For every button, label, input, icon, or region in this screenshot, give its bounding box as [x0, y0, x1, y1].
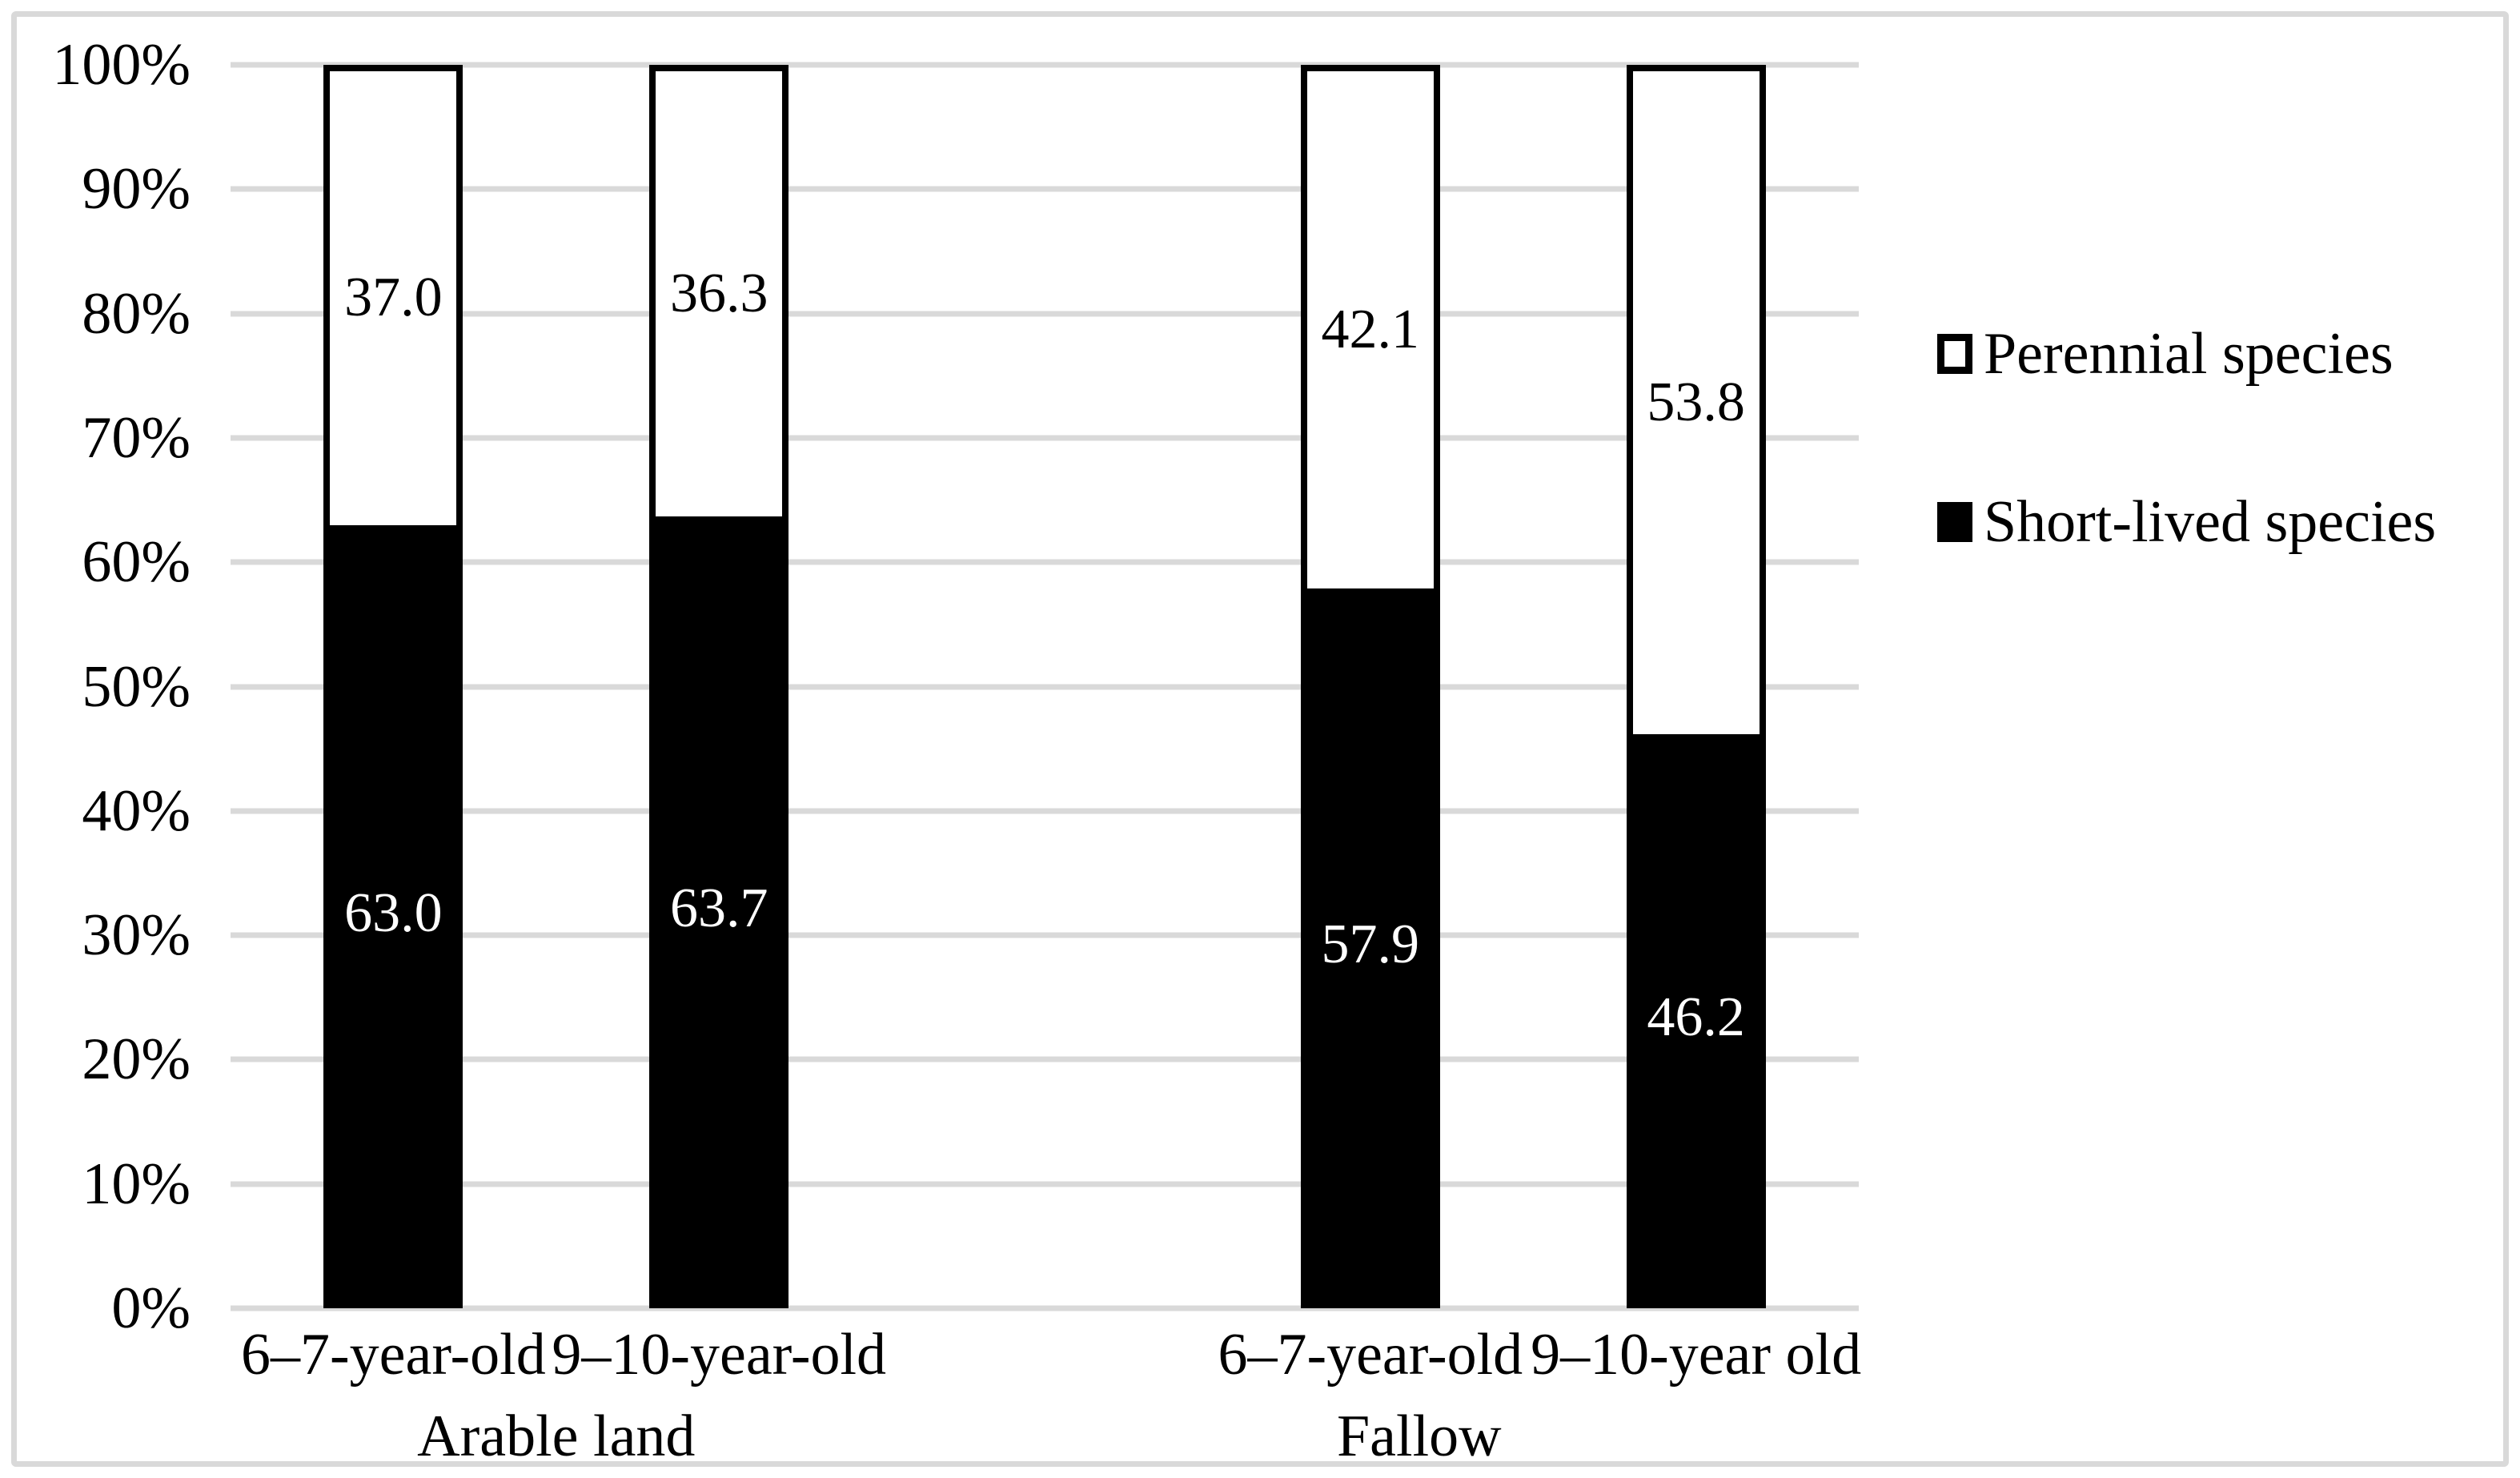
data-label-perennial: 37.0 — [344, 267, 443, 329]
y-tick-10: 10% — [82, 1151, 191, 1217]
x-axis-group-labels: Arable land Fallow — [231, 1407, 1859, 1478]
legend-label-perennial: Perennial species — [1984, 321, 2394, 387]
legend-item-short-lived: Short-lived species — [1937, 492, 2436, 552]
bar-segment-perennial: 53.8 — [1626, 65, 1766, 734]
y-tick-50: 50% — [82, 653, 191, 720]
gridline-100 — [231, 62, 1859, 68]
legend-item-perennial: Perennial species — [1937, 324, 2394, 384]
group-label-arable-land: Arable land — [417, 1404, 696, 1469]
gridline-80 — [231, 311, 1859, 317]
gridline-30 — [231, 932, 1859, 938]
gridline-40 — [231, 808, 1859, 814]
x-axis: 6–7-year-old 9–10-year-old 6–7-year-old … — [231, 1322, 1862, 1397]
gridline-50 — [231, 684, 1859, 689]
bar-segment-short-lived: 63.0 — [323, 524, 463, 1308]
data-label-perennial: 36.3 — [669, 262, 768, 324]
bar-segment-short-lived: 46.2 — [1626, 733, 1766, 1308]
bar-segment-perennial: 37.0 — [323, 65, 463, 525]
data-label-perennial: 53.8 — [1647, 371, 1745, 433]
gridline-70 — [231, 435, 1859, 441]
y-tick-30: 30% — [82, 902, 191, 969]
legend-label-short-lived: Short-lived species — [1984, 489, 2437, 555]
legend: Perennial species Short-lived species — [1937, 0, 2498, 1478]
data-label-short-lived: 63.0 — [344, 882, 443, 944]
bar-segment-perennial: 42.1 — [1300, 65, 1440, 588]
bar-segment-short-lived: 63.7 — [649, 516, 789, 1308]
bar-segment-short-lived: 57.9 — [1300, 588, 1440, 1308]
legend-marker-perennial-icon — [1937, 334, 1972, 374]
data-label-short-lived: 46.2 — [1647, 986, 1745, 1049]
bar-fallow-9-10-year-old: 53.8 46.2 — [1626, 65, 1766, 1308]
data-label-short-lived: 63.7 — [669, 878, 768, 940]
legend-marker-short-lived-icon — [1937, 502, 1972, 542]
gridline-90 — [231, 186, 1859, 192]
bar-segment-perennial: 36.3 — [649, 65, 789, 516]
bar-arable-6-7-year-old: 37.0 63.0 — [323, 65, 463, 1308]
gridline-60 — [231, 559, 1859, 565]
y-tick-100: 100% — [52, 32, 191, 98]
x-tick-arable-9-10: 9–10-year-old — [552, 1322, 887, 1388]
gridline-20 — [231, 1056, 1859, 1062]
y-tick-70: 70% — [82, 404, 191, 471]
y-tick-40: 40% — [82, 777, 191, 844]
x-tick-fallow-9-10: 9–10-year old — [1531, 1322, 1862, 1388]
y-tick-90: 90% — [82, 156, 191, 223]
data-label-short-lived: 57.9 — [1321, 914, 1420, 976]
y-tick-60: 60% — [82, 529, 191, 596]
data-label-perennial: 42.1 — [1321, 298, 1420, 360]
group-label-fallow: Fallow — [1337, 1404, 1502, 1469]
bar-fallow-6-7-year-old: 42.1 57.9 — [1300, 65, 1440, 1308]
gridline-10 — [231, 1181, 1859, 1187]
y-tick-20: 20% — [82, 1026, 191, 1093]
x-tick-fallow-6-7: 6–7-year-old — [1218, 1322, 1523, 1388]
bar-arable-9-10-year-old: 36.3 63.7 — [649, 65, 789, 1308]
y-axis: 100% 90% 80% 70% 60% 50% 40% 30% 20% 10%… — [0, 35, 191, 1338]
y-tick-0: 0% — [111, 1275, 191, 1341]
gridline-0 — [231, 1305, 1859, 1311]
y-tick-80: 80% — [82, 280, 191, 347]
plot-area: 37.0 63.0 36.3 63.7 42.1 57.9 — [231, 62, 1859, 1311]
x-tick-arable-6-7: 6–7-year-old — [241, 1322, 546, 1388]
